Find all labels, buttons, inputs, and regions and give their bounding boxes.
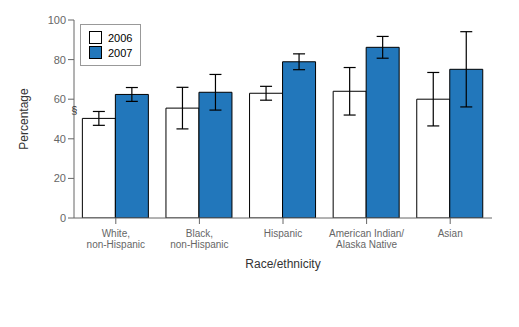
svg-text:40: 40 [54, 133, 66, 145]
svg-text:Percentage: Percentage [17, 88, 31, 150]
svg-text:Asian: Asian [438, 228, 463, 239]
svg-text:Black,non-Hispanic: Black,non-Hispanic [170, 228, 228, 250]
svg-text:Race/ethnicity: Race/ethnicity [245, 257, 320, 271]
svg-text:80: 80 [54, 54, 66, 66]
svg-text:Hispanic: Hispanic [264, 228, 302, 239]
svg-text:0: 0 [60, 212, 66, 224]
html-text:2006: 2006 [108, 31, 133, 44]
svg-text:White,non-Hispanic: White,non-Hispanic [87, 228, 145, 250]
svg-text:American Indian/Alaska Native: American Indian/Alaska Native [329, 228, 404, 250]
svg-text:60: 60 [54, 93, 66, 105]
svg-text:20: 20 [54, 172, 66, 184]
html-text:2007: 2007 [108, 46, 133, 59]
svg-text:§: § [71, 104, 77, 116]
svg-text:100: 100 [48, 14, 66, 26]
